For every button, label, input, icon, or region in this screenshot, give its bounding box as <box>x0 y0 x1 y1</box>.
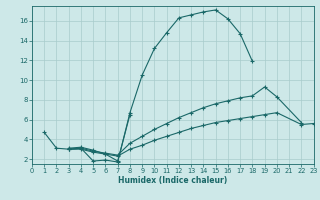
X-axis label: Humidex (Indice chaleur): Humidex (Indice chaleur) <box>118 176 228 185</box>
